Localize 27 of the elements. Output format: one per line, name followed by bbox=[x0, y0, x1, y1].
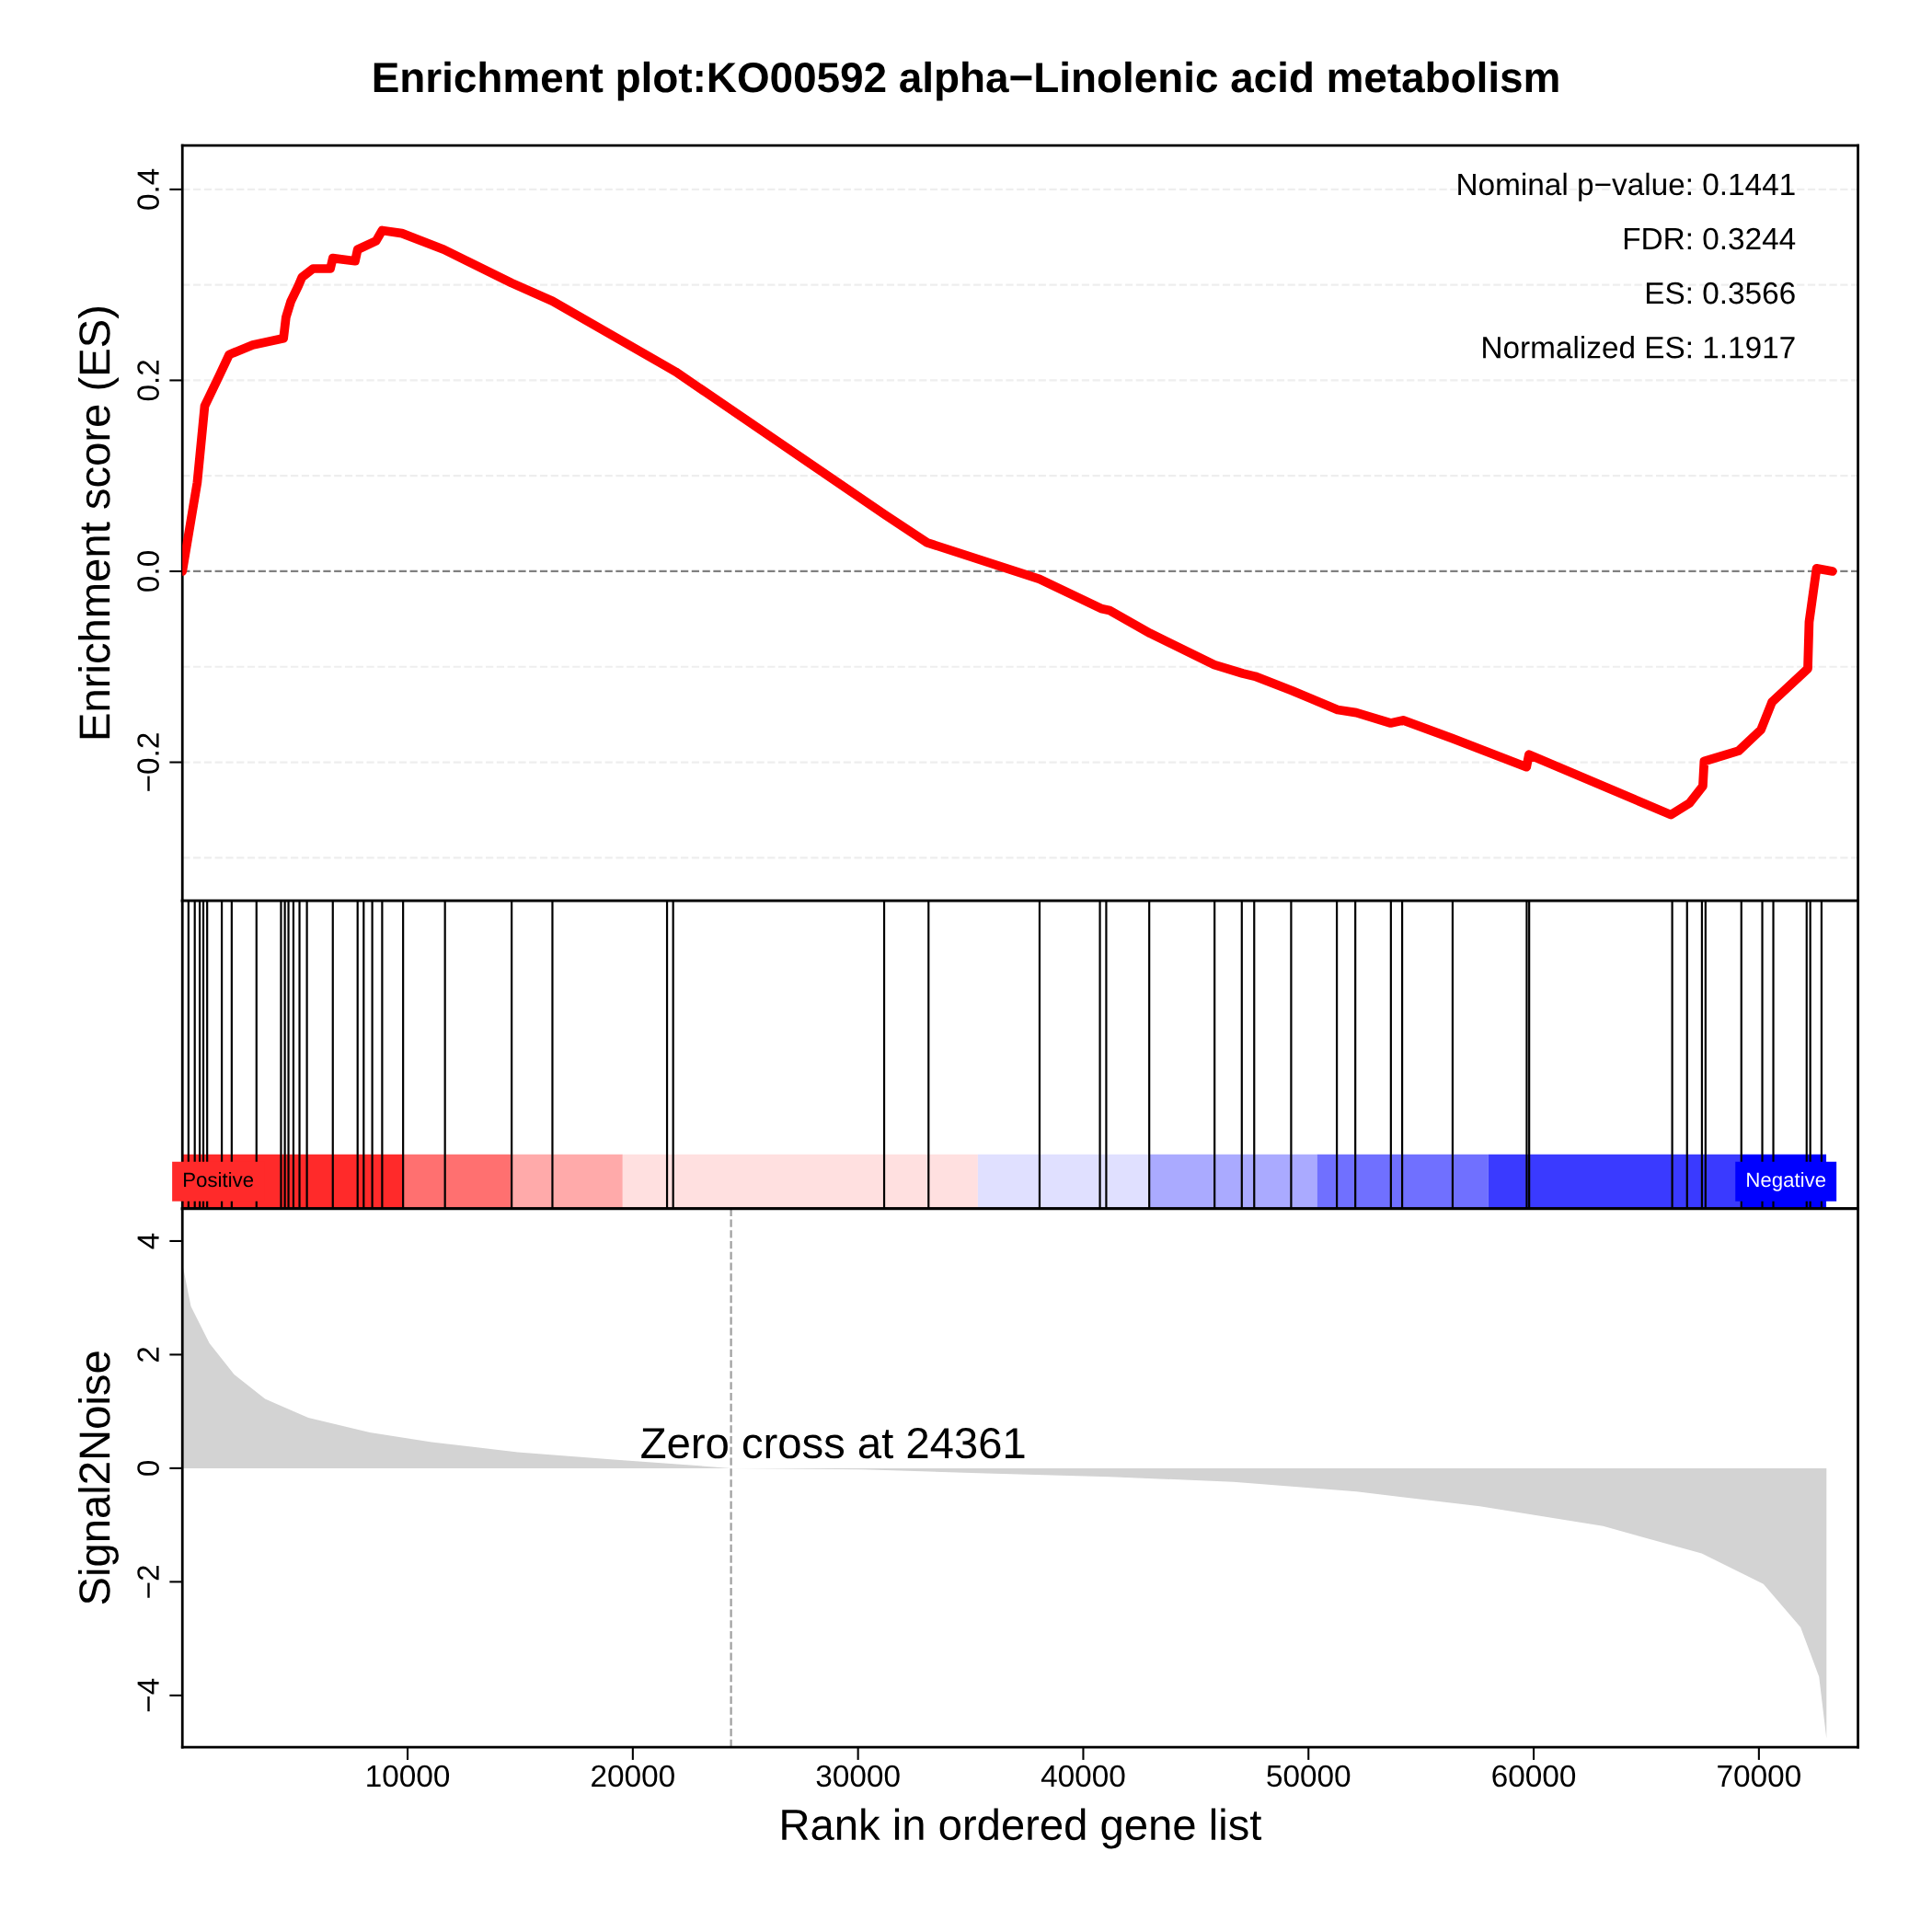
x-tick-label: 40000 bbox=[1041, 1765, 1125, 1788]
y-tick-label: 0.2 bbox=[137, 360, 159, 401]
ref-line-label: Zero cross at 24361 bbox=[641, 1427, 1025, 1459]
y-tick-label: 2 bbox=[137, 1347, 159, 1363]
y-tick-label: −4 bbox=[137, 1678, 159, 1712]
y-tick-label: −0.2 bbox=[137, 733, 159, 791]
annotation: Normalized ES: 1.1917 bbox=[1483, 336, 1795, 359]
y-axis-title: Enrichment score (ES) bbox=[77, 307, 119, 739]
y-tick-label: 0.0 bbox=[137, 551, 159, 592]
x-tick-label: 10000 bbox=[367, 1765, 450, 1788]
x-tick-label: 30000 bbox=[816, 1765, 900, 1788]
annotation: Positive bbox=[184, 1171, 254, 1188]
x-tick-label: 50000 bbox=[1267, 1765, 1351, 1788]
annotation: Negative bbox=[1747, 1171, 1826, 1191]
y-tick-label: 0 bbox=[137, 1460, 159, 1476]
x-tick-label: 20000 bbox=[592, 1765, 674, 1788]
y-axis-title: Signal2Noise bbox=[77, 1351, 119, 1604]
y-tick-label: 0.4 bbox=[137, 168, 159, 210]
chart-title: Enrichment plot:KO00592 alpha−Linolenic acid metabolism bbox=[374, 61, 1558, 101]
y-tick-label: 4 bbox=[137, 1233, 159, 1249]
x-axis-title: Rank in ordered gene list bbox=[782, 1808, 1262, 1849]
x-tick-label: 60000 bbox=[1492, 1765, 1576, 1788]
y-tick-label: −2 bbox=[137, 1566, 159, 1598]
x-tick-label: 70000 bbox=[1718, 1765, 1800, 1788]
annotation: ES: 0.3566 bbox=[1646, 282, 1795, 305]
annotation: Nominal p−value: 0.1441 bbox=[1458, 172, 1795, 201]
annotation: FDR: 0.3244 bbox=[1624, 227, 1796, 250]
